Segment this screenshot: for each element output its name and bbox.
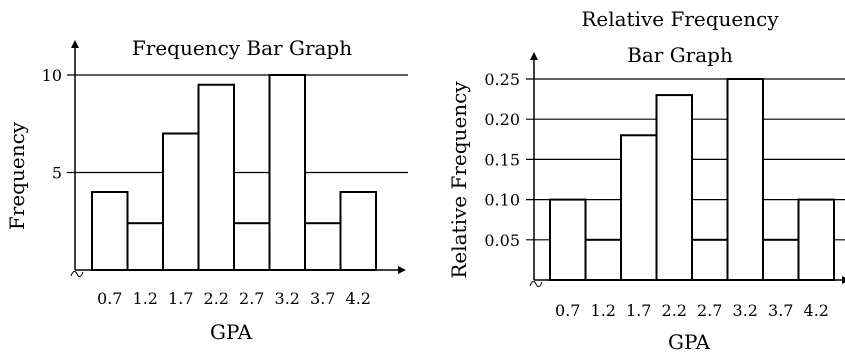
y-axis-arrow xyxy=(71,40,79,48)
x-tick-label: 2.2 xyxy=(204,289,229,308)
bar xyxy=(339,191,377,271)
frequency-bar-chart: Frequency Bar Graph Frequency GPA 5 10 0.7… xyxy=(5,36,408,344)
bar xyxy=(91,191,129,271)
x-tick-label: 0.7 xyxy=(97,289,122,308)
bar xyxy=(584,238,622,282)
bar xyxy=(762,238,800,282)
x-tick-label: 3.7 xyxy=(310,289,335,308)
bar xyxy=(655,94,693,281)
y-tick-label: 10 xyxy=(42,66,62,85)
bar xyxy=(726,78,764,281)
frequency-y-axis-label: Frequency xyxy=(5,121,29,230)
frequency-x-axis-label: GPA xyxy=(210,320,253,344)
x-tick-label: 2.7 xyxy=(697,301,722,320)
x-axis-arrow xyxy=(842,276,845,284)
x-tick-label: 3.2 xyxy=(275,289,300,308)
x-tick-label: 4.2 xyxy=(346,289,371,308)
y-tick-label: 0.10 xyxy=(484,191,520,210)
bar xyxy=(549,198,587,282)
relative-frequency-chart-title-line-2: Bar Graph xyxy=(627,43,733,67)
relative-frequency-bar-chart: Relative Frequency Bar Graph Relative Fr… xyxy=(447,7,845,354)
x-tick-label: 1.7 xyxy=(168,289,193,308)
bar xyxy=(197,83,235,271)
bar xyxy=(268,74,306,271)
y-tick-label: 0.20 xyxy=(484,110,520,129)
y-tick-label: 0.25 xyxy=(484,70,520,89)
relative-frequency-x-axis-label: GPA xyxy=(668,330,711,354)
bar xyxy=(233,222,271,271)
bar xyxy=(620,134,658,281)
relative-frequency-y-axis-label: Relative Frequency xyxy=(447,81,471,279)
x-tick-label: 1.2 xyxy=(133,289,158,308)
x-tick-label: 3.7 xyxy=(768,301,793,320)
relative-frequency-chart-title-line-1: Relative Frequency xyxy=(581,7,779,31)
axis-break xyxy=(70,270,84,278)
x-tick-label: 2.7 xyxy=(239,289,264,308)
x-tick-label: 0.7 xyxy=(555,301,580,320)
axis-break xyxy=(529,280,543,288)
bar xyxy=(691,238,729,282)
x-tick-label: 1.2 xyxy=(591,301,616,320)
frequency-chart-title: Frequency Bar Graph xyxy=(132,36,352,60)
x-tick-label: 2.2 xyxy=(662,301,687,320)
bar xyxy=(162,132,200,271)
y-tick-label: 0.05 xyxy=(484,231,520,250)
x-axis-arrow xyxy=(398,266,406,274)
bar xyxy=(304,222,342,271)
bar xyxy=(126,222,164,271)
x-tick-label: 1.7 xyxy=(626,301,651,320)
bar xyxy=(797,198,835,282)
y-tick-label: 0.15 xyxy=(484,150,520,169)
y-axis-arrow xyxy=(530,52,538,60)
y-tick-label: 5 xyxy=(52,164,62,183)
x-tick-label: 4.2 xyxy=(804,301,829,320)
x-tick-label: 3.2 xyxy=(733,301,758,320)
